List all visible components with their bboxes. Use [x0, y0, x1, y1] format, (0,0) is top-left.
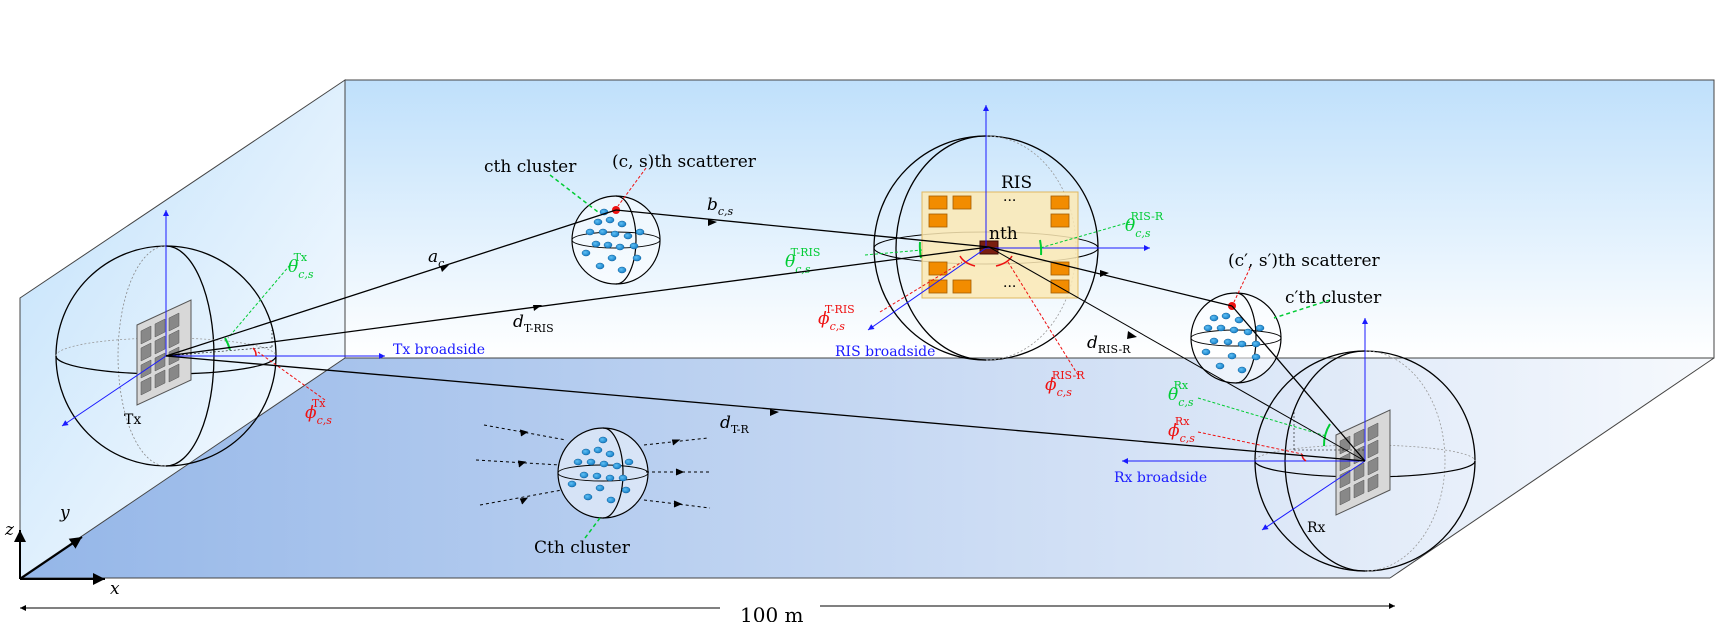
- tx-theta-label: θc,sTx: [288, 251, 314, 281]
- tx-antenna-array: [136, 299, 192, 406]
- axis-x-label: x: [110, 579, 120, 599]
- svg-text:bc,s: bc,s: [707, 195, 734, 218]
- tx-broadside-label: Tx broadside: [393, 342, 485, 358]
- Cth-cluster-scatterers: [567, 436, 634, 504]
- tx-local-axes: Tx broadside Tx: [61, 210, 485, 428]
- svg-text:dT-R: dT-R: [720, 413, 750, 436]
- svg-text:θc,sRIS-R: θc,sRIS-R: [1125, 210, 1164, 240]
- label-d-t-ris: dT-RIS: [513, 312, 554, 335]
- cprime-cluster-scatterers: [1201, 312, 1265, 374]
- svg-text:ϕc,sRIS-R: ϕc,sRIS-R: [1045, 369, 1085, 399]
- cth-cluster-label: cth cluster: [484, 157, 577, 177]
- svg-text:ϕc,sTx: ϕc,sTx: [305, 397, 332, 427]
- Cth-cluster: [557, 427, 649, 539]
- tx-phi-label: ϕc,sTx: [305, 397, 332, 427]
- cprime-cluster-label: c′th cluster: [1285, 288, 1382, 308]
- svg-text:θc,sRx: θc,sRx: [1168, 379, 1194, 409]
- svg-text:dRIS-R: dRIS-R: [1087, 333, 1131, 356]
- axis-y-label: y: [59, 503, 70, 523]
- rx-broadside-label: Rx broadside: [1114, 470, 1207, 486]
- path-cluster-to-ris: [615, 209, 990, 248]
- propagation-paths: [165, 209, 1366, 462]
- ris-dots-top: ···: [1003, 193, 1016, 209]
- Cth-cluster-label: Cth cluster: [534, 538, 631, 558]
- rx-local-axes: Rx broadside Rx: [1114, 318, 1368, 536]
- ris-dots-bottom: ···: [1003, 279, 1016, 295]
- svg-text:ac: ac: [428, 247, 444, 270]
- room: [19, 79, 1715, 579]
- cprime-scatterer-label: (c′, s′)th scatterer: [1228, 251, 1381, 271]
- rx-phi-label: ϕc,sRx: [1168, 415, 1195, 445]
- ris-local-axes: RIS broadside: [835, 105, 1150, 376]
- label-d-t-r: dT-R: [720, 413, 750, 436]
- label-d-ris-r: dRIS-R: [1087, 333, 1131, 356]
- cprime-cluster: [1190, 267, 1331, 384]
- tx-label: Tx: [124, 412, 141, 428]
- path-tx-to-rx: [165, 355, 1366, 462]
- ris-panel: ··· ··· RIS nth: [921, 173, 1079, 299]
- cth-cluster: [549, 167, 661, 285]
- ris-phi-ris-r-label: ϕc,sRIS-R: [1045, 369, 1085, 399]
- cth-cluster-scatterers: [581, 208, 645, 274]
- path-ris-to-cprime: [988, 246, 1233, 307]
- floor: [20, 358, 1712, 578]
- coordinate-axes: x z y: [4, 503, 120, 599]
- axis-z-label: z: [4, 520, 15, 540]
- ris-phi-t-ris-label: ϕc,sT-RIS: [818, 303, 855, 333]
- ris-theta-ris-r-label: θc,sRIS-R: [1125, 210, 1164, 240]
- svg-text:ϕc,sT-RIS: ϕc,sT-RIS: [818, 303, 855, 333]
- rx-theta-label: θc,sRx: [1168, 379, 1194, 409]
- label-a-c: ac: [428, 247, 444, 270]
- path-tx-to-cluster: [165, 209, 617, 357]
- path-tx-to-ris: [165, 246, 990, 357]
- ris-nth-label: nth: [989, 224, 1018, 244]
- ris-label: RIS: [1001, 173, 1032, 193]
- Cth-cluster-paths: [475, 424, 712, 509]
- path-arrowheads: [440, 219, 1137, 416]
- distance-marker: 100 m: [20, 603, 1395, 622]
- svg-text:ϕc,sRx: ϕc,sRx: [1168, 415, 1195, 445]
- path-cprime-to-rx: [1231, 305, 1366, 462]
- distance-label: 100 m: [740, 603, 804, 622]
- cs-scatterer-label: (c, s)th scatterer: [612, 152, 757, 172]
- ris-broadside-label: RIS broadside: [835, 344, 935, 360]
- svg-text:θc,sTx: θc,sTx: [288, 251, 314, 281]
- label-b-cs: bc,s: [707, 195, 734, 218]
- svg-text:dT-RIS: dT-RIS: [513, 312, 554, 335]
- path-ris-to-rx: [988, 246, 1366, 462]
- rx-label: Rx: [1307, 520, 1326, 536]
